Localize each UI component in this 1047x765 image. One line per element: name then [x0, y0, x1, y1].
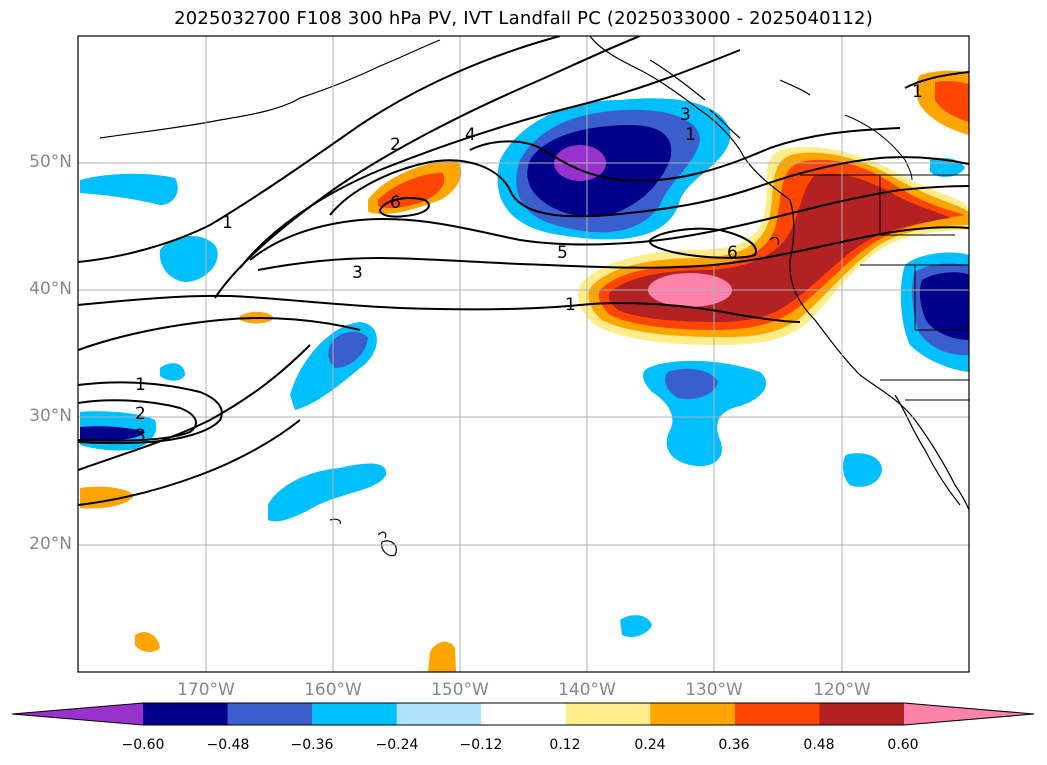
contour-label: 2 — [390, 135, 401, 155]
colorbar-cell — [396, 703, 482, 725]
colorbar-cell — [481, 703, 567, 725]
lat-label: 30°N — [29, 406, 72, 426]
map-title: 2025032700 F108 300 hPa PV, IVT Landfall… — [174, 8, 873, 29]
contour-label: 1 — [135, 375, 146, 395]
colorbar-tick-label: 0.48 — [803, 737, 835, 753]
colorbar-max-arrow — [904, 703, 1034, 725]
colorbar-tick-label: −0.24 — [375, 737, 419, 753]
contour-label: 1 — [912, 82, 923, 102]
colorbar-cell — [650, 703, 736, 725]
positive-anomaly-fill — [80, 70, 969, 672]
gridlines — [78, 36, 969, 672]
colorbar-tick-label: 0.12 — [549, 737, 581, 753]
contour-label: 6 — [390, 193, 401, 213]
contour-label: 3 — [135, 426, 146, 446]
contour-label: 1 — [565, 295, 576, 315]
colorbar-cell — [819, 703, 905, 725]
contour-label: 3 — [352, 263, 363, 283]
country-borders — [800, 114, 969, 401]
lon-label: 140°W — [558, 680, 616, 700]
colorbar-tick-label: −0.60 — [121, 737, 165, 753]
colorbar — [11, 702, 1035, 726]
map-plot-area: 1 2 3 4 5 6 1 1 2 3 6 3 1 1 — [78, 36, 969, 672]
lat-label: 50°N — [29, 152, 72, 172]
colorbar-cell — [143, 703, 229, 725]
lat-label: 20°N — [29, 534, 72, 554]
colorbar-tick-label: −0.12 — [459, 737, 503, 753]
colorbar-tick-label: −0.36 — [290, 737, 334, 753]
lat-label: 40°N — [29, 279, 72, 299]
negative-anomaly-fill — [80, 98, 969, 637]
lon-label: 160°W — [304, 680, 362, 700]
ivt-contours — [78, 36, 969, 506]
contour-label: 3 — [680, 105, 691, 125]
colorbar-tick-label: 0.60 — [887, 737, 919, 753]
colorbar-cell — [227, 703, 313, 725]
contour-label: 2 — [135, 404, 146, 424]
contour-label: 6 — [727, 243, 738, 263]
coastline — [99, 36, 969, 557]
colorbar-cell — [734, 703, 820, 725]
lon-label: 150°W — [431, 680, 489, 700]
lon-label: 130°W — [685, 680, 743, 700]
colorbar-min-arrow — [12, 703, 143, 725]
contour-label: 4 — [465, 125, 476, 145]
lon-label: 120°W — [813, 680, 871, 700]
colorbar-cell — [312, 703, 398, 725]
contour-labels: 1 2 3 4 5 6 1 1 2 3 6 3 1 1 — [135, 82, 923, 446]
colorbar-tick-label: 0.36 — [718, 737, 750, 753]
contour-label: 1 — [685, 125, 696, 145]
contour-label: 1 — [222, 213, 233, 233]
plot-frame — [77, 35, 970, 673]
lon-label: 170°W — [177, 680, 235, 700]
contour-label: 5 — [557, 243, 568, 263]
colorbar-tick-label: −0.48 — [206, 737, 250, 753]
colorbar-outline — [11, 702, 1035, 726]
colorbar-cell — [565, 703, 651, 725]
colorbar-tick-label: 0.24 — [634, 737, 666, 753]
